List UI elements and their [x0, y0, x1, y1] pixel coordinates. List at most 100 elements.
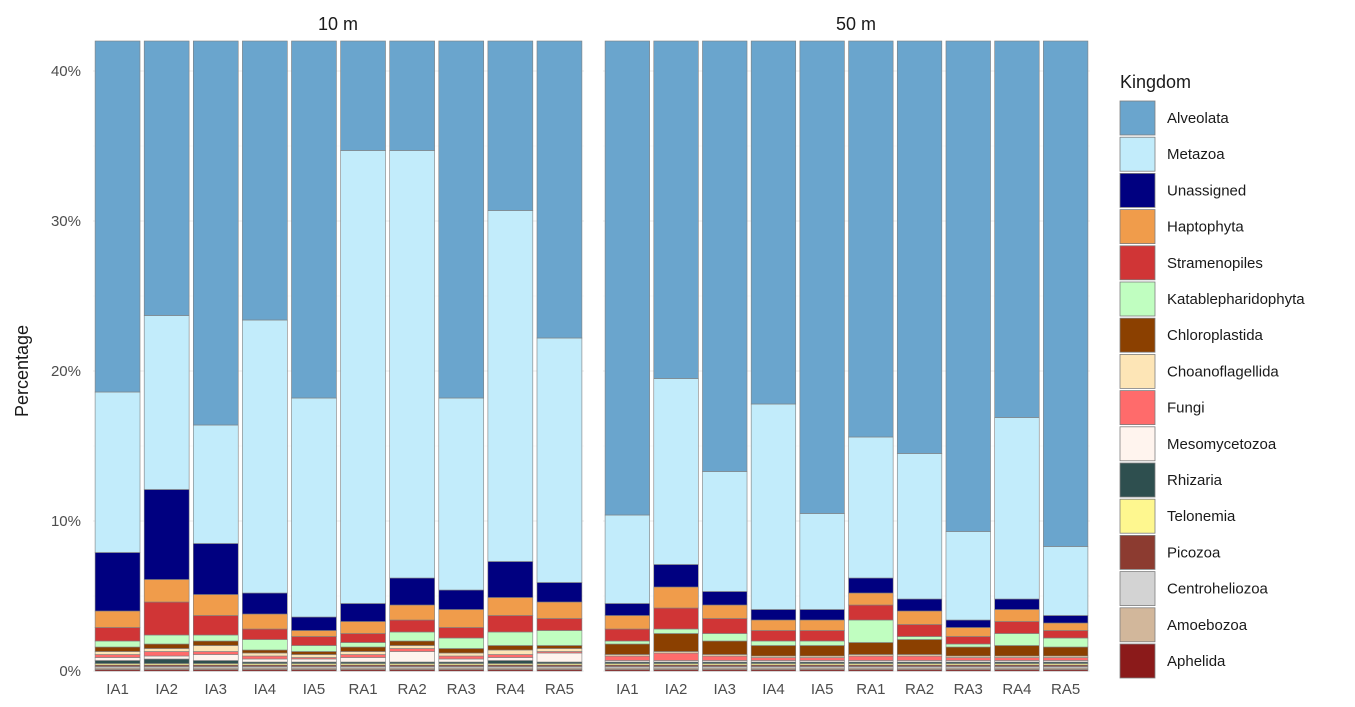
- bar-segment-alveolata-ia1: [94, 40, 141, 393]
- bar-segment-choanoflagellida-ra5: [536, 648, 583, 652]
- bar-segment-fungi-ia3: [702, 655, 748, 661]
- bar-segment-katablepharidophyta-ra2: [389, 631, 435, 642]
- bar-segment-chloroplastida-ra1: [848, 642, 894, 655]
- bar-segment-alveolata-ia3: [702, 40, 748, 472]
- bar-segment-choanoflagellida-ra2: [389, 645, 435, 649]
- bar-segment-fungi-ia2: [143, 651, 190, 657]
- panel-50m: 50 m IA1 IA2 IA3 IA4 IA5 RA1 RA2 RA3 RA4 RA5: [603, 14, 1090, 698]
- bar-segment-metazoa-ra5: [536, 337, 583, 583]
- legend-label-picozoa: Picozoa: [1167, 544, 1221, 561]
- bar-segment-haptophyta-ia5: [291, 630, 337, 637]
- bar-segment-chloroplastida-ra4: [487, 645, 534, 651]
- bar-segment-metazoa-ia3: [702, 471, 748, 592]
- bar-segment-alveolata-ia3: [192, 40, 239, 426]
- bar-segment-mesomycetozoa-ia4: [242, 658, 288, 663]
- bar-segment-alveolata-ra3: [438, 40, 485, 399]
- bar-segment-katablepharidophyta-ra5: [536, 630, 583, 646]
- bar-segment-unassigned-ra1: [848, 577, 894, 594]
- bar-segment-haptophyta-ia2: [143, 579, 190, 603]
- bar-segment-unassigned-ia1: [94, 552, 141, 612]
- bar-segment-mesomycetozoa-ia5: [291, 658, 337, 663]
- bar-segment-stramenopiles-ra2: [896, 624, 943, 637]
- bar-segment-choanoflagellida-ra1: [340, 651, 386, 655]
- bar-segment-haptophyta-ra4: [487, 597, 534, 616]
- bar-segment-metazoa-ia5: [799, 513, 845, 610]
- y-tick-label: 0%: [59, 663, 81, 680]
- bar-segment-katablepharidophyta-ia1: [604, 640, 650, 645]
- bar-segment-fungi-ra2: [896, 655, 943, 661]
- legend-swatch-picozoa: [1119, 535, 1156, 570]
- x-tick-label: RA4: [496, 681, 525, 698]
- legend-label-stramenopiles: Stramenopiles: [1167, 255, 1263, 272]
- bar-segment-unassigned-ra5: [1043, 615, 1089, 624]
- bar-segment-chloroplastida-ia1: [94, 646, 141, 652]
- bar-segment-alveolata-ia1: [604, 40, 650, 516]
- legend-swatch-katablepharidophyta: [1119, 281, 1156, 317]
- legend-label-metazoa: Metazoa: [1167, 146, 1225, 163]
- legend-swatch-haptophyta: [1119, 209, 1156, 245]
- bar-segment-unassigned-ia1: [604, 603, 650, 616]
- bar-segment-alveolata-ia2: [143, 40, 190, 316]
- bar-segment-alveolata-ia5: [799, 40, 845, 514]
- legend-swatch-centroheliozoa: [1119, 571, 1156, 606]
- bar-segment-fungi-ra1: [848, 655, 894, 661]
- bar-segment-chloroplastida-ra3: [438, 648, 485, 654]
- bar-segment-haptophyta-ia3: [192, 594, 239, 616]
- bar-segment-haptophyta-ra3: [945, 627, 991, 637]
- bar-segment-choanoflagellida-ia5: [291, 654, 337, 658]
- bar-segment-stramenopiles-ia3: [702, 618, 748, 634]
- x-tick-label: IA4: [254, 681, 277, 698]
- legend-swatch-metazoa: [1119, 136, 1156, 172]
- y-tick-label: 40%: [51, 63, 81, 80]
- legend-label-fungi: Fungi: [1167, 400, 1205, 417]
- bar-segment-metazoa-ia4: [750, 403, 797, 610]
- bar-segment-alveolata-ia2: [653, 40, 699, 379]
- bar-segment-unassigned-ia2: [653, 564, 699, 588]
- bar-segment-metazoa-ia2: [653, 378, 699, 565]
- bar-segment-stramenopiles-ia2: [653, 607, 699, 630]
- x-tick-label: IA5: [811, 681, 834, 698]
- bar-segment-chloroplastida-ra3: [945, 646, 991, 657]
- bar-segment-mesomycetozoa-ia1: [94, 657, 141, 661]
- bar-segment-stramenopiles-ra3: [438, 627, 485, 639]
- bar-segment-unassigned-ra3: [945, 619, 991, 628]
- bar-segment-haptophyta-ra4: [994, 609, 1040, 622]
- bar-segment-haptophyta-ia4: [242, 613, 288, 630]
- bar-segment-alveolata-ia4: [242, 40, 288, 321]
- bar-segment-stramenopiles-ia1: [94, 627, 141, 642]
- bar-segment-haptophyta-ra5: [1043, 622, 1089, 631]
- bar-segment-katablepharidophyta-ia2: [143, 634, 190, 645]
- bar-segment-unassigned-ra5: [536, 582, 583, 603]
- bar-segment-unassigned-ia4: [750, 609, 797, 621]
- x-tick-label: RA3: [954, 681, 983, 698]
- bar-segment-alveolata-ia4: [750, 40, 797, 405]
- x-tick-label: RA1: [348, 681, 377, 698]
- bar-segment-katablepharidophyta-ia1: [94, 640, 141, 648]
- bar-segment-alveolata-ra2: [896, 40, 943, 454]
- bar-segment-fungi-ra3: [945, 657, 991, 661]
- bar-segment-chloroplastida-ra1: [340, 646, 386, 652]
- bar-segment-fungi-ra3: [438, 655, 485, 660]
- bar-segment-stramenopiles-ra2: [389, 619, 435, 633]
- legend-label-mesomycetozoa: Mesomycetozoa: [1167, 436, 1277, 453]
- bar-segment-choanoflagellida-ia2: [143, 648, 190, 652]
- y-axis-title: Percentage: [12, 325, 32, 417]
- legend-swatch-aphelida: [1119, 643, 1156, 679]
- bar-segment-katablepharidophyta-ia4: [750, 640, 797, 646]
- bars-50m: [604, 40, 1089, 672]
- bar-segment-chloroplastida-ra2: [896, 639, 943, 655]
- bar-segment-chloroplastida-ia1: [604, 643, 650, 655]
- legend-swatch-fungi: [1119, 390, 1156, 426]
- panel-10m: 10 m IA1 IA2 IA3 IA4 IA5 RA1 RA2 RA3 RA4 RA5: [93, 14, 584, 698]
- legend-label-choanoflagellida: Choanoflagellida: [1167, 363, 1279, 380]
- bar-segment-mesomycetozoa-ra4: [487, 657, 534, 661]
- bar-segment-haptophyta-ra2: [389, 604, 435, 621]
- y-tick-label: 20%: [51, 363, 81, 380]
- bar-segment-metazoa-ia1: [604, 514, 650, 604]
- bar-segment-unassigned-ra3: [438, 589, 485, 610]
- x-tick-label: IA1: [616, 681, 639, 698]
- bar-segment-haptophyta-ia1: [94, 610, 141, 628]
- bar-segment-alveolata-ra1: [340, 40, 386, 151]
- bar-segment-stramenopiles-ia5: [799, 630, 845, 642]
- bar-segment-katablepharidophyta-ra5: [1043, 637, 1089, 648]
